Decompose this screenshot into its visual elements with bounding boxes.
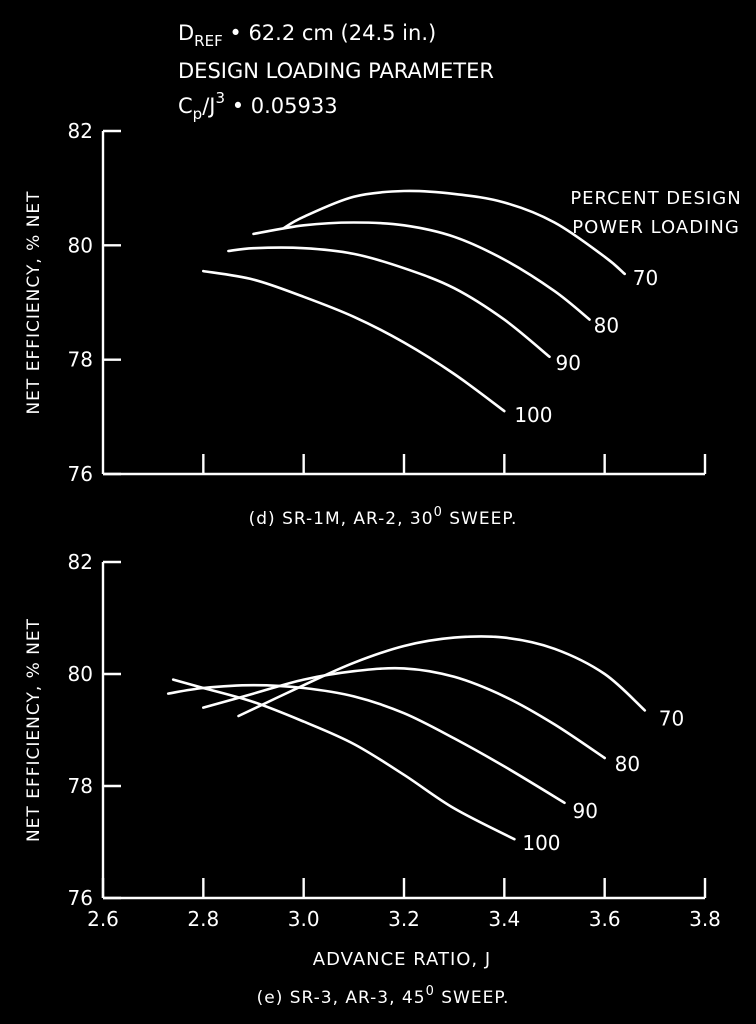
x-tick-label: 3.4	[488, 907, 520, 931]
series-line-100	[202, 269, 506, 413]
x-tick-label: 3.2	[388, 907, 420, 931]
series-label-80: 80	[615, 752, 640, 776]
y-tick-label: 82	[68, 550, 93, 574]
chart-panel-e: 76 78 80 82 2.6 2.8 3.0 3.2 3.4 3.6 3.8 NET EFFICIE…	[24, 550, 721, 931]
caption-e: (e) SR-3, AR-3, 450 SWEEP.	[257, 984, 510, 1008]
y-tick-label: 78	[68, 348, 93, 372]
y-axis-label: NET EFFICIENCY, % NET	[24, 618, 44, 842]
y-tick-label: 80	[68, 233, 93, 257]
x-tick-label: 3.8	[689, 907, 721, 931]
series-label-90: 90	[555, 351, 580, 375]
series-line-80	[252, 221, 591, 321]
design-loading-line: DESIGN LOADING PARAMETER	[178, 59, 494, 83]
x-tick-label: 3.0	[288, 907, 320, 931]
series-line-90	[166, 683, 566, 805]
legend-title-line-1: PERCENT DESIGN	[570, 188, 741, 209]
chart-panel-d: 76 78 80 82 NET EFFICIENCY, % NET 70 80 90 100	[24, 119, 707, 486]
series-label-70: 70	[659, 706, 684, 730]
y-tick-label: 78	[68, 774, 93, 798]
series-label-100: 100	[514, 403, 552, 427]
series-label-100: 100	[522, 831, 560, 855]
dref-line: DREF • 62.2 cm (24.5 in.)	[178, 21, 436, 50]
caption-d: (d) SR-1M, AR-2, 300 SWEEP.	[249, 505, 518, 529]
series-label-90: 90	[573, 799, 598, 823]
legend-title-line-2: POWER LOADING	[572, 217, 740, 238]
x-axis-label: ADVANCE RATIO, J	[313, 949, 491, 970]
y-tick-label: 76	[68, 886, 93, 910]
y-tick-label: 76	[68, 462, 93, 486]
series-label-80: 80	[594, 314, 619, 338]
series-line-70	[282, 189, 626, 276]
cp-line: Cp/J3 • 0.05933	[178, 89, 338, 123]
y-tick-label: 80	[68, 662, 93, 686]
series-line-90	[227, 246, 551, 359]
series-line-70	[237, 635, 647, 718]
series-line-80	[202, 666, 606, 760]
y-tick-label: 82	[68, 119, 93, 143]
series-line-100	[171, 678, 516, 841]
x-tick-label: 3.6	[589, 907, 621, 931]
series-label-70: 70	[633, 266, 658, 290]
x-tick-label: 2.8	[187, 907, 219, 931]
x-tick-label: 2.6	[87, 907, 119, 931]
y-axis-label: NET EFFICIENCY, % NET	[24, 190, 44, 414]
